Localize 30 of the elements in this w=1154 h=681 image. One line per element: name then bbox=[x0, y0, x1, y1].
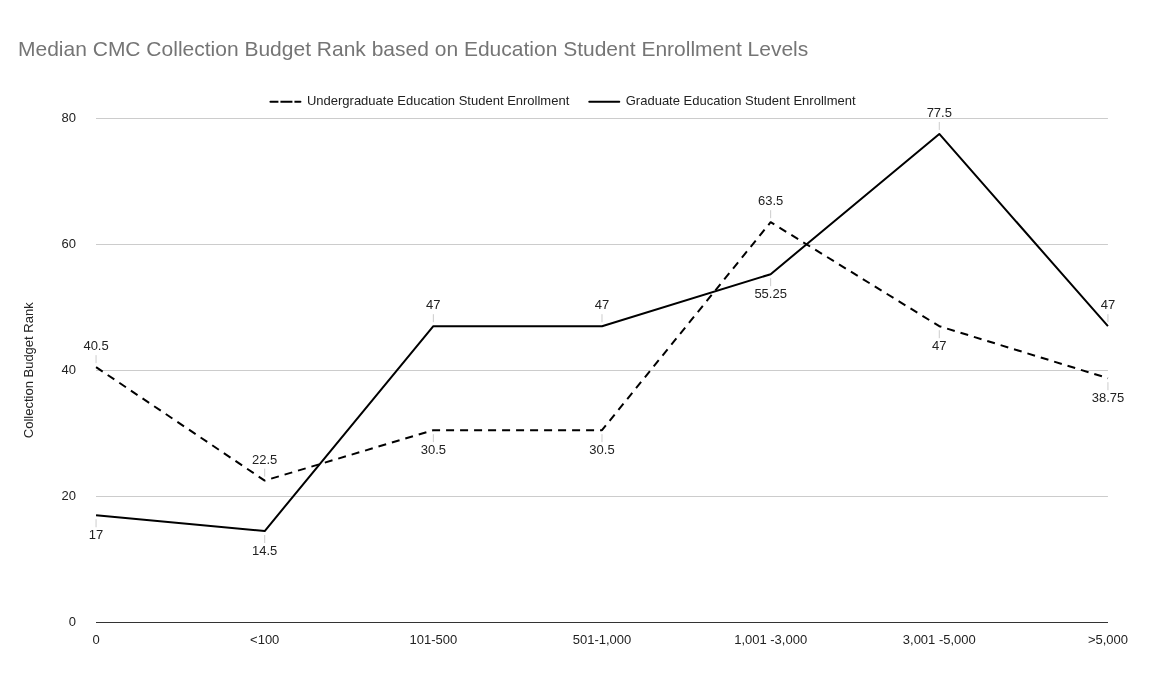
y-axis-title: Collection Budget Rank bbox=[21, 301, 37, 439]
data-label: 14.5 bbox=[252, 543, 278, 559]
y-tick-label: 40 bbox=[61, 361, 77, 377]
chart-title: Median CMC Collection Budget Rank based on Education Student Enrollment Levels bbox=[18, 37, 809, 61]
data-label: 55.25 bbox=[754, 286, 787, 302]
x-tick-label: <100 bbox=[250, 631, 280, 647]
data-label: 47 bbox=[594, 297, 610, 313]
data-label: 22.5 bbox=[252, 451, 278, 467]
data-label: 17 bbox=[88, 527, 104, 543]
x-tick-label: 3,001 -5,000 bbox=[902, 631, 976, 647]
data-label: 63.5 bbox=[757, 193, 784, 209]
legend-label: Graduate Education Student Enrollment bbox=[625, 93, 856, 109]
y-tick-label: 60 bbox=[61, 235, 77, 251]
data-label: 47 bbox=[426, 297, 441, 313]
legend-label: Undergraduate Education Student Enrollment bbox=[306, 93, 570, 109]
y-tick-label: 20 bbox=[61, 487, 77, 503]
y-tick-label: 0 bbox=[68, 613, 77, 629]
data-label: 77.5 bbox=[926, 105, 952, 121]
data-label: 47 bbox=[932, 338, 947, 354]
x-tick-label: 0 bbox=[92, 631, 100, 647]
data-label: 30.5 bbox=[589, 442, 615, 458]
x-tick-label: 101-500 bbox=[409, 631, 458, 647]
data-label: 30.5 bbox=[420, 442, 447, 458]
x-tick-label: 1,001 -3,000 bbox=[734, 631, 808, 647]
data-label: 38.75 bbox=[1091, 390, 1125, 406]
data-label: 47 bbox=[1100, 297, 1116, 313]
x-tick-label: 501-1,000 bbox=[572, 631, 632, 647]
data-label: 40.5 bbox=[83, 338, 109, 354]
x-tick-label: >5,000 bbox=[1087, 631, 1128, 647]
y-tick-label: 80 bbox=[61, 109, 77, 125]
